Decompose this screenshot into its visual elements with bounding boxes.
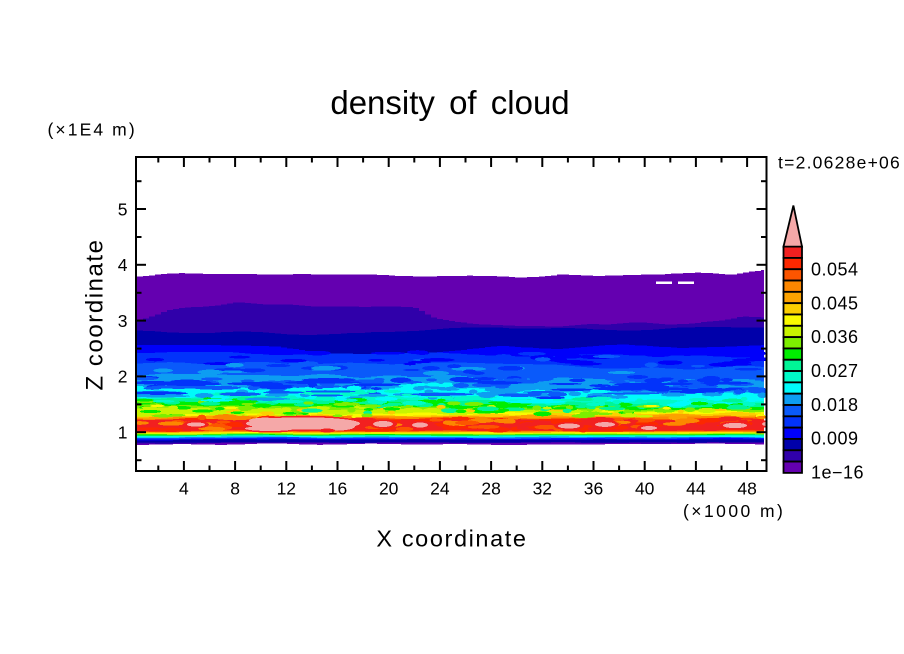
svg-text:Z coordinate: Z coordinate	[82, 238, 109, 390]
svg-text:36: 36	[584, 479, 603, 499]
svg-text:t=2.0628e+06: t=2.0628e+06	[778, 153, 901, 173]
svg-text:44: 44	[686, 479, 706, 499]
svg-text:0.036: 0.036	[811, 327, 859, 347]
svg-text:8: 8	[230, 479, 240, 499]
svg-text:4: 4	[179, 479, 189, 499]
svg-text:0.009: 0.009	[811, 429, 859, 449]
svg-text:2: 2	[118, 367, 128, 387]
svg-text:0.045: 0.045	[811, 293, 859, 313]
svg-text:X coordinate: X coordinate	[376, 526, 527, 552]
svg-text:4: 4	[118, 255, 128, 275]
svg-text:32: 32	[533, 479, 552, 499]
svg-text:1e−16: 1e−16	[811, 463, 864, 483]
svg-text:12: 12	[277, 479, 296, 499]
svg-text:(×1000 m): (×1000 m)	[683, 501, 785, 521]
svg-text:28: 28	[481, 479, 500, 499]
svg-text:24: 24	[430, 479, 450, 499]
svg-text:3: 3	[118, 311, 128, 331]
svg-text:density of cloud: density of cloud	[330, 84, 569, 121]
svg-text:16: 16	[328, 479, 347, 499]
svg-text:40: 40	[635, 479, 655, 499]
svg-text:0.054: 0.054	[811, 260, 859, 280]
svg-text:0.018: 0.018	[811, 395, 859, 415]
svg-text:48: 48	[737, 479, 756, 499]
svg-text:(×1E4 m): (×1E4 m)	[48, 120, 137, 140]
svg-text:1: 1	[118, 423, 128, 443]
svg-text:5: 5	[118, 199, 128, 219]
svg-text:0.027: 0.027	[811, 361, 859, 381]
svg-text:20: 20	[379, 479, 399, 499]
